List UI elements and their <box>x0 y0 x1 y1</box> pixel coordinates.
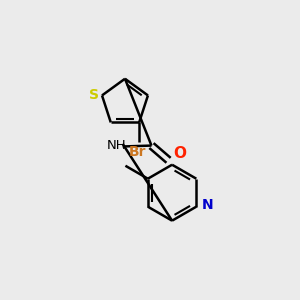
Text: Br: Br <box>129 145 146 159</box>
Text: S: S <box>89 88 99 102</box>
Text: NH: NH <box>106 139 126 152</box>
Text: N: N <box>202 198 213 212</box>
Text: O: O <box>174 146 187 161</box>
